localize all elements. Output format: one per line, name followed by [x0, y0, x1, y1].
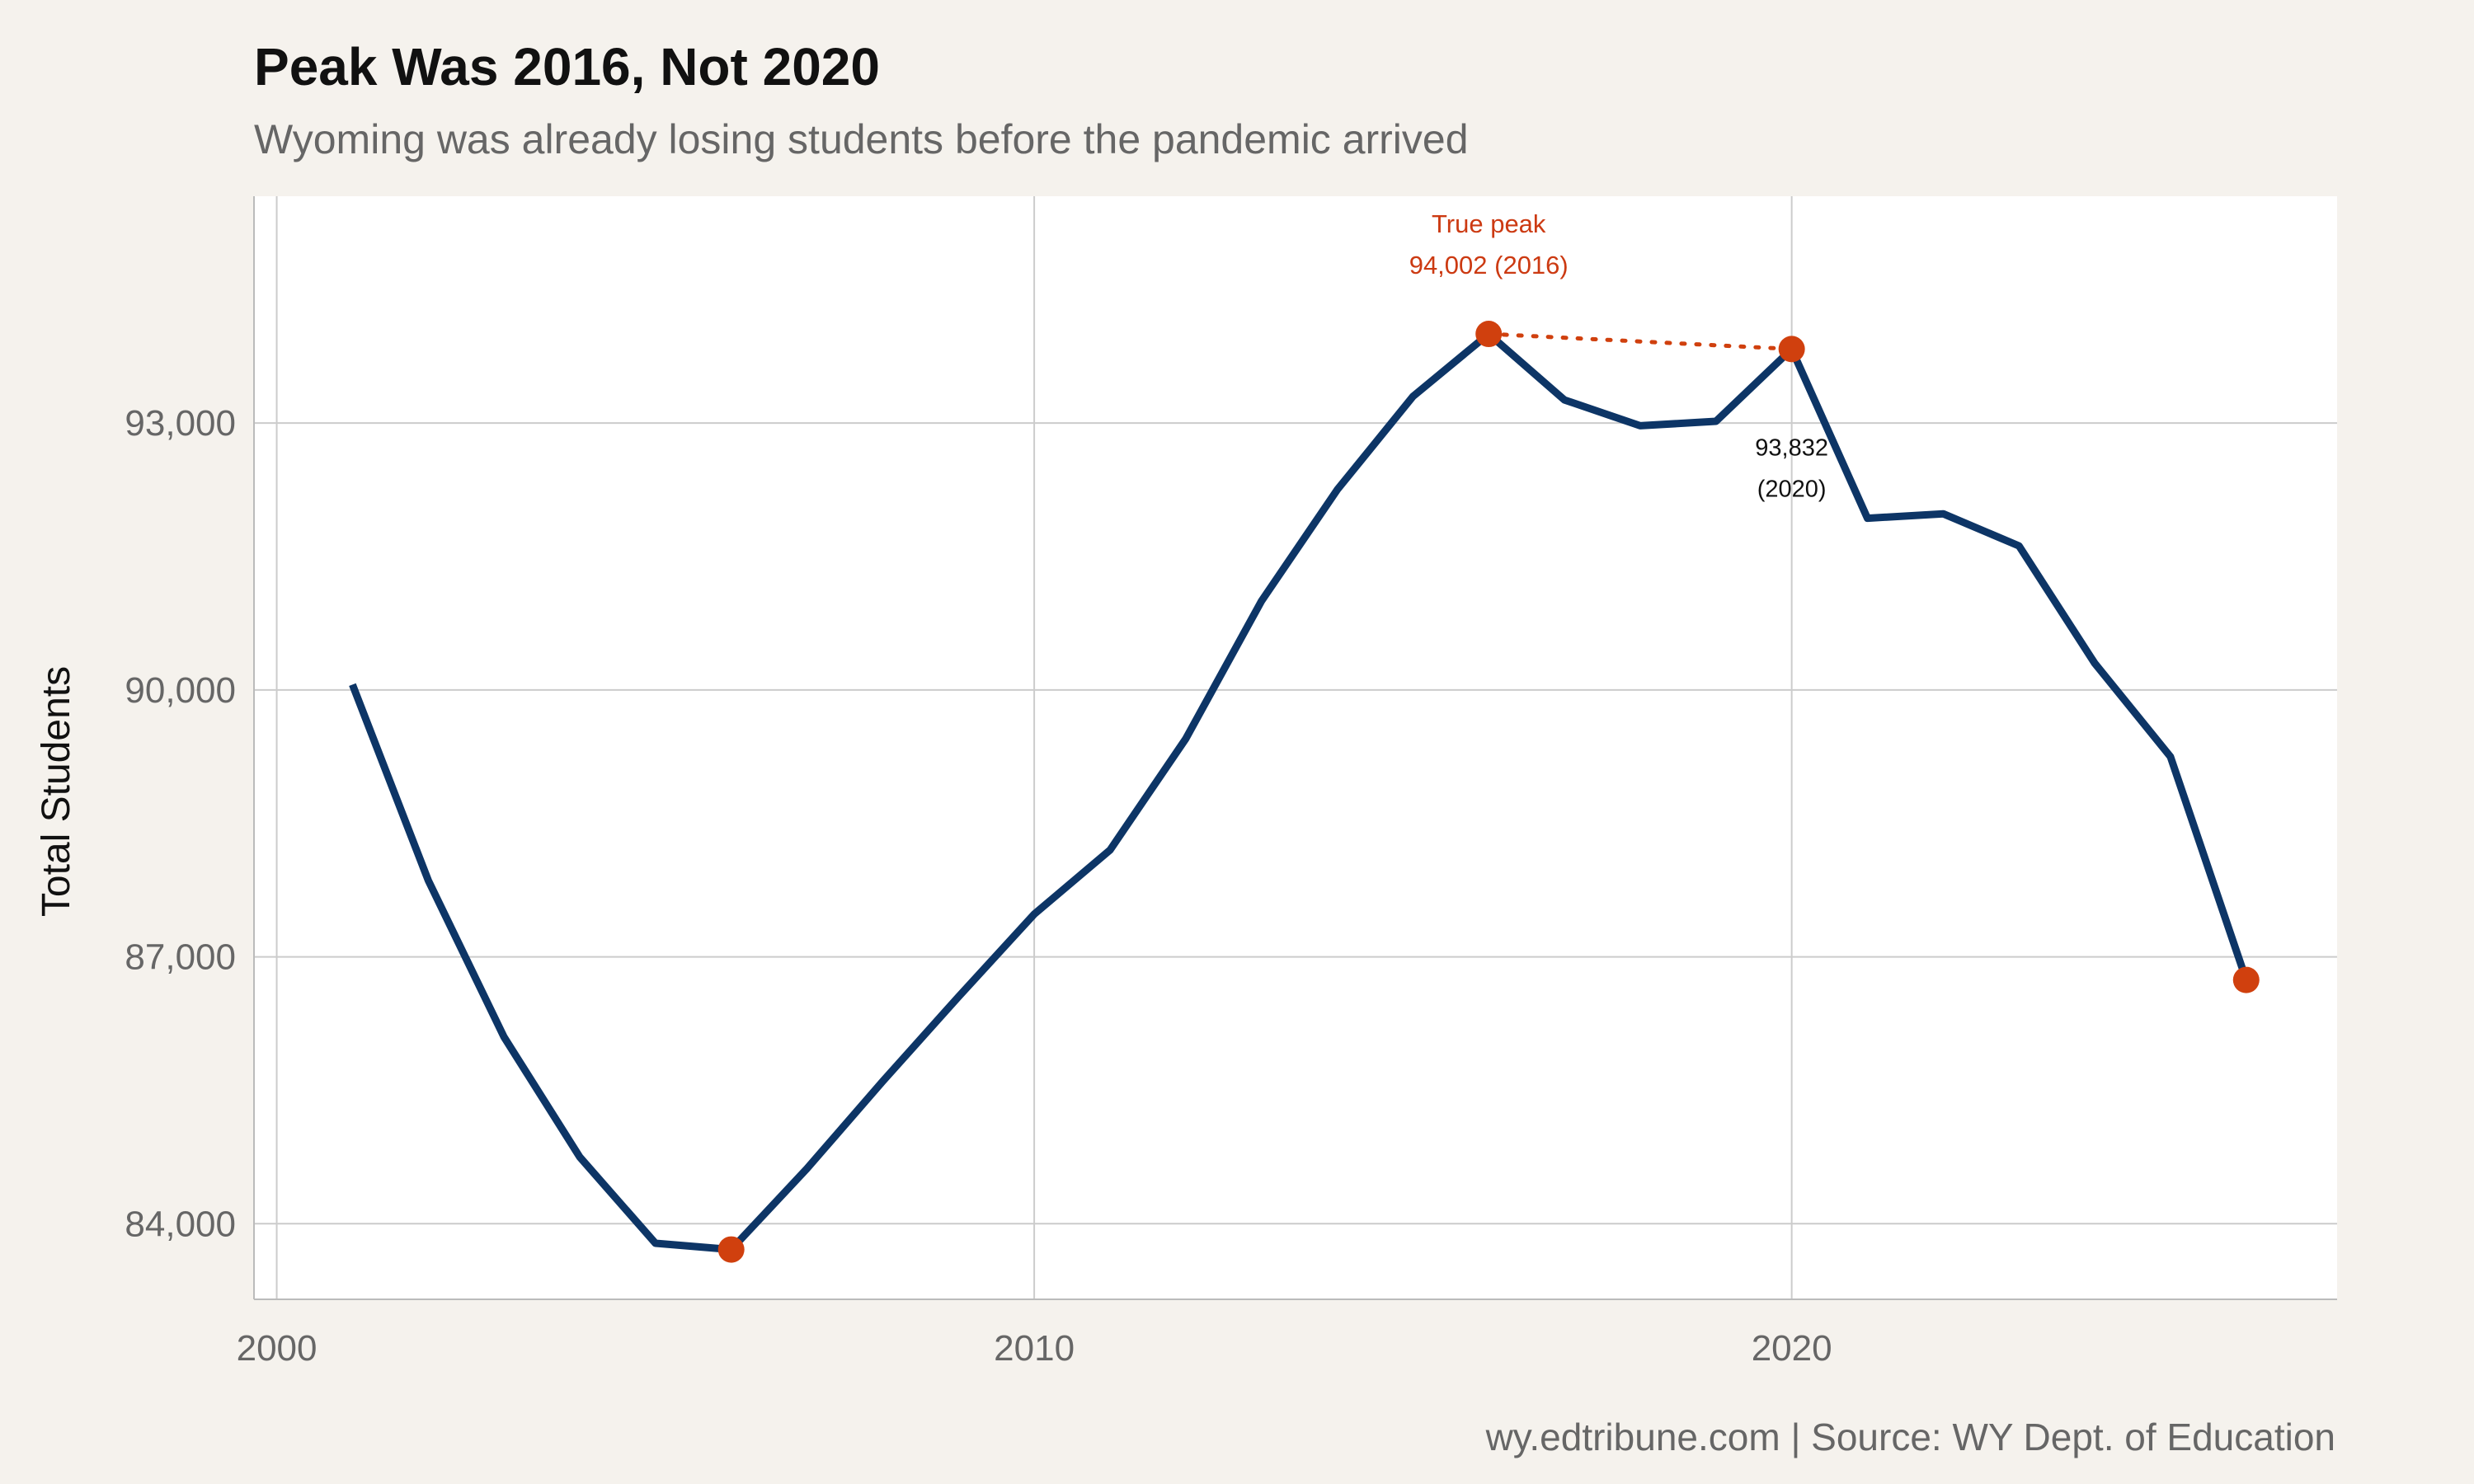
- tick-labels: 2000 2010 2020 84,000 87,000 90,000 93,000: [125, 403, 1832, 1369]
- highlight-point: [1475, 321, 1503, 348]
- grid-lines: [254, 196, 2337, 1299]
- chart-subtitle: Wyoming was already losing students befo…: [254, 116, 1469, 162]
- annotations: True peak 94,002 (2016) 93,832 (2020): [1409, 209, 1828, 502]
- highlight-point: [1778, 336, 1805, 363]
- data-series: [349, 330, 2251, 1254]
- annotation-2020-year: (2020): [1757, 476, 1827, 502]
- highlight-points: [717, 321, 2260, 1263]
- annotation-true-peak-value: 94,002 (2016): [1409, 251, 1569, 279]
- y-axis-label: Total Students: [35, 666, 78, 917]
- x-tick-label: 2020: [1752, 1328, 1832, 1369]
- series-line: [349, 330, 2251, 1254]
- y-tick-label: 87,000: [125, 937, 236, 978]
- chart-title: Peak Was 2016, Not 2020: [254, 37, 880, 96]
- peak-connector-line: [1486, 331, 1794, 351]
- y-tick-label: 90,000: [125, 670, 236, 711]
- axes: [253, 196, 2337, 1300]
- highlight-point: [717, 1236, 745, 1263]
- annotation-true-peak-label: True peak: [1432, 209, 1546, 238]
- y-tick-label: 93,000: [125, 403, 236, 444]
- x-tick-label: 2010: [994, 1328, 1075, 1369]
- source-caption: wy.edtribune.com | Source: WY Dept. of E…: [1485, 1416, 2335, 1458]
- x-tick-label: 2000: [237, 1328, 317, 1369]
- annotation-2020-value: 93,832: [1755, 434, 1828, 461]
- y-tick-label: 84,000: [125, 1204, 236, 1244]
- highlight-point: [2232, 966, 2260, 993]
- plot-panel: [254, 196, 2337, 1299]
